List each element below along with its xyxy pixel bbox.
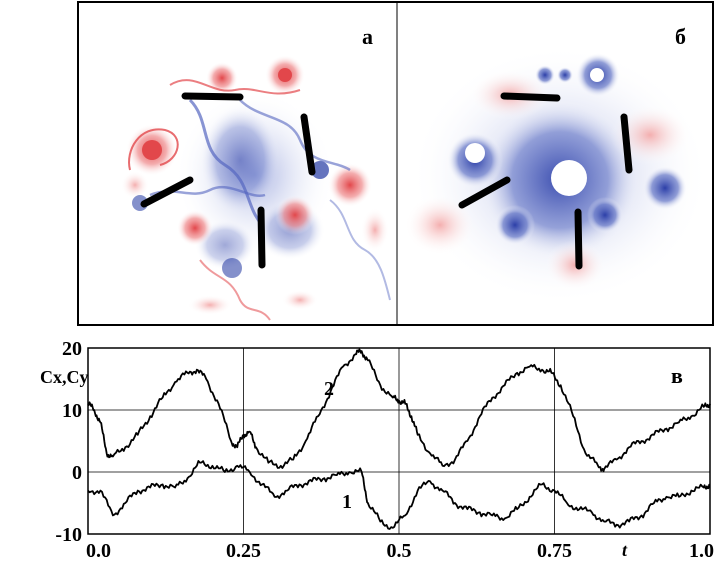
x-tick-label: 0.75 [537, 540, 572, 562]
plate [458, 176, 511, 209]
y-tick-label: 20 [62, 338, 82, 360]
panel-a-letter: а [362, 24, 373, 49]
panel-frame [77, 1, 714, 326]
vorticity-blob [200, 105, 280, 215]
vortex-core [465, 143, 485, 163]
shear-layer [169, 79, 301, 95]
x-tick-label: 1.0 [689, 540, 714, 562]
pressure-region [587, 197, 623, 233]
plate [140, 176, 194, 208]
vortex-red [361, 208, 389, 252]
plate [574, 208, 583, 270]
series-label-1: 1 [342, 491, 352, 513]
vortex-blue [222, 258, 242, 278]
pressure-region [643, 166, 687, 210]
chart-panel-v: 0.0 0.25 0.5 0.75 1.0 -10 0 10 20 Cx,Cy t в 2 1 [40, 338, 714, 562]
series-group [87, 348, 711, 530]
vortex-blue [311, 161, 329, 179]
panel-b-letter: б [675, 24, 686, 49]
plate [257, 206, 266, 269]
vortex-red [177, 210, 213, 246]
vortex-red [328, 163, 372, 207]
pressure-region [545, 240, 605, 290]
shear-layer [239, 99, 351, 172]
shear-layer [329, 199, 391, 301]
panel-b: б [397, 2, 713, 325]
pressure-region [495, 205, 535, 245]
series-label-2: 2 [324, 378, 334, 400]
y-tick-label: -10 [55, 524, 82, 546]
vortex-red [142, 140, 162, 160]
vortex-red [278, 68, 292, 82]
series-line-1 [87, 460, 711, 530]
plate [181, 92, 244, 101]
x-tick-label: 0.5 [387, 540, 412, 562]
y-tick-label: 10 [62, 400, 82, 422]
x-tick-label: 0.25 [226, 540, 261, 562]
panel-v-letter: в [671, 363, 683, 388]
tick-labels: 0.0 0.25 0.5 0.75 1.0 -10 0 10 20 [55, 338, 714, 562]
shear-layer [188, 98, 264, 226]
y-tick-label: 0 [72, 462, 82, 484]
vortex-red [206, 62, 238, 94]
vortex-red [121, 171, 149, 199]
vortex-core [590, 68, 604, 82]
plate [300, 113, 316, 176]
x-axis-label: t [622, 540, 628, 560]
plate [500, 92, 561, 102]
series-line-2 [87, 348, 711, 473]
vortex-red [188, 295, 232, 315]
pressure-region [405, 195, 475, 255]
panel-a: а [78, 2, 396, 325]
plate [620, 113, 633, 174]
y-axis-label: Cx,Cy [40, 367, 89, 387]
vortex-red [275, 195, 315, 235]
vortex-red [282, 290, 318, 310]
pressure-region [557, 67, 573, 83]
x-tick-label: 0.0 [86, 540, 111, 562]
shear-layer [199, 259, 271, 321]
grid [88, 348, 710, 534]
shear-layer [128, 128, 179, 171]
pressure-region [610, 105, 690, 165]
vortex-core [551, 160, 587, 196]
